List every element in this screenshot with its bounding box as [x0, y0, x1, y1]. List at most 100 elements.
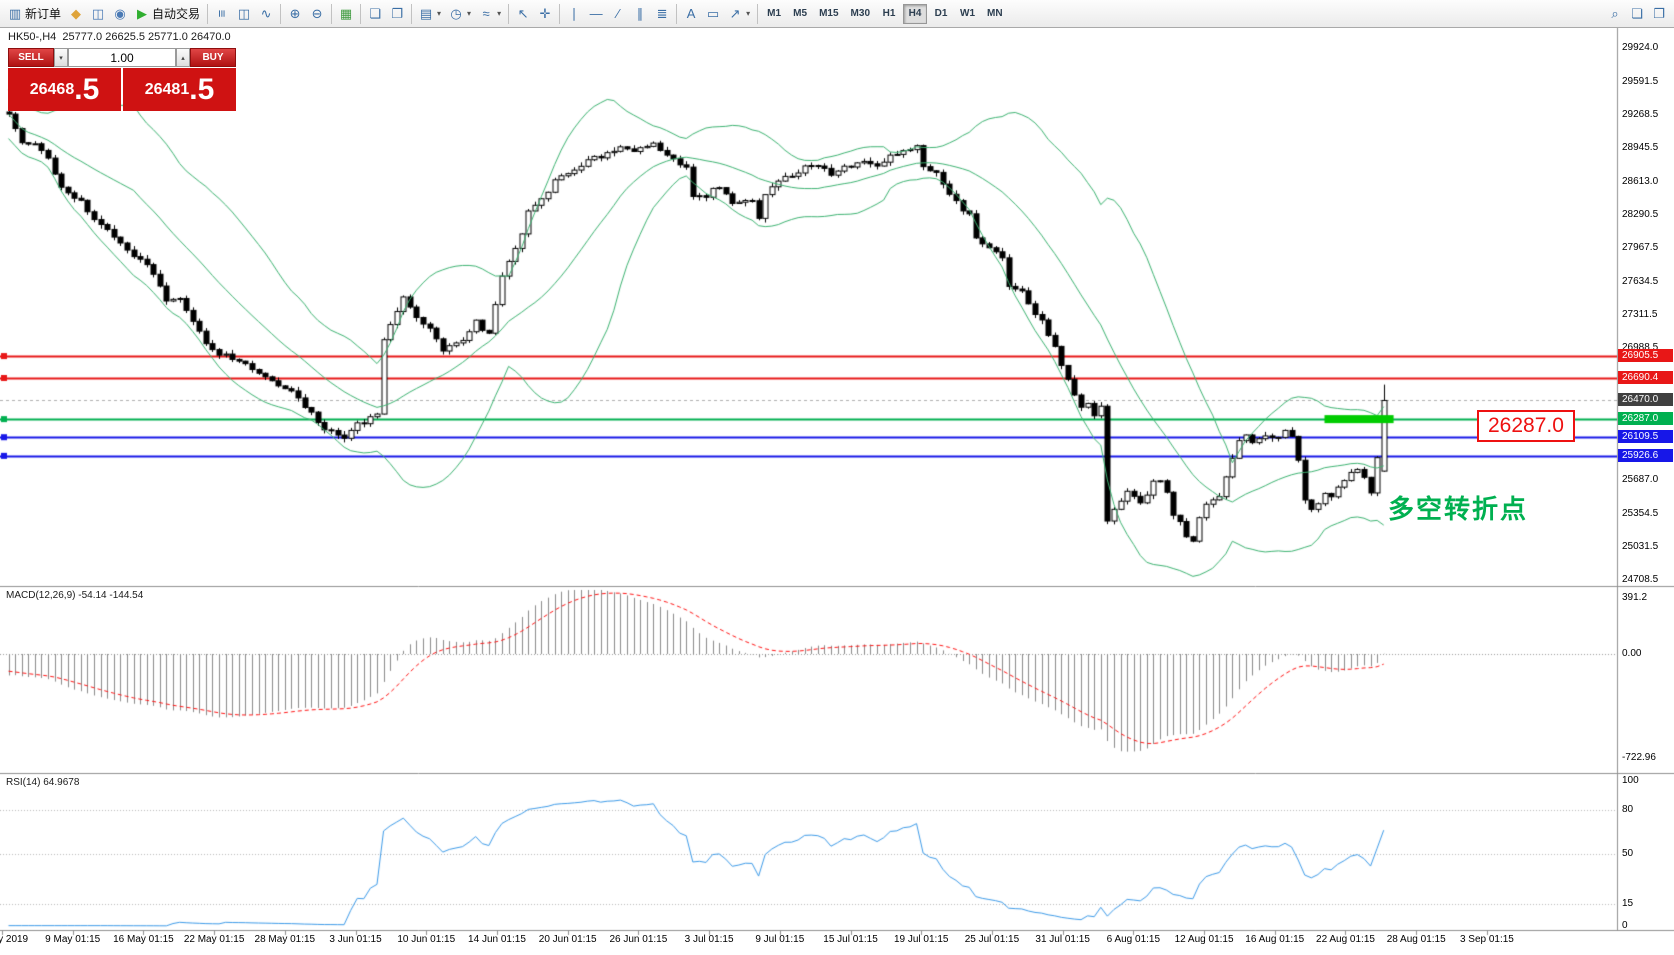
tile-windows-button[interactable]: ▦ — [335, 3, 357, 25]
time-axis[interactable]: 3 May 2019 9 May 01:15 16 May 01:15 22 May … — [0, 28, 1674, 955]
time-axis-label: 14 Jun 01:15 — [468, 934, 526, 945]
trendline-button[interactable]: ∕ — [607, 3, 629, 25]
toolbar-separator — [508, 3, 510, 24]
fibonacci-retracement-button[interactable]: ≣ — [651, 3, 673, 25]
new-chart-dropdown-arrow: ▾ — [437, 9, 442, 18]
bar-chart-button[interactable]: ≡ — [211, 3, 233, 25]
zoom-out-button[interactable]: ⊖ — [306, 3, 328, 25]
price-annotation-box[interactable]: 26287.0 — [1477, 410, 1575, 442]
horizontal-line-button[interactable]: ― — [585, 3, 607, 25]
line-chart-button[interactable]: ∿ — [255, 3, 277, 25]
toolbar-separator — [757, 3, 759, 24]
price-axis-tick: 26988.5 — [1622, 341, 1659, 353]
timeframe-mn-button[interactable]: MN — [982, 4, 1008, 24]
search-icon: ⌕ — [1611, 6, 1619, 21]
timeframe-d1-button[interactable]: D1 — [929, 4, 953, 24]
cascade-windows-button[interactable]: ❏ — [364, 3, 386, 25]
main-toolbar: ▥ 新订单 ◆ ◫ ◉ ▶ 自动交易 ≡ ◫ ∿ ⊕ ⊖ ▦ ❏ ❐ ▤ ▾ ◷ ▾ ≈ ▾ ↖ ✛ ∣ ― ∕ ∥ ≣ A ▭… — [0, 0, 1674, 28]
price-axis-tick: 29268.5 — [1622, 109, 1659, 121]
time-axis-label: 22 Aug 01:15 — [1316, 934, 1375, 945]
price-axis-tick: 28290.5 — [1622, 208, 1659, 220]
time-axis-label: 19 Jul 01:15 — [893, 934, 949, 945]
new-order-button[interactable]: ▥ 新订单 — [4, 3, 65, 25]
vertical-line-icon: ∣ — [570, 6, 578, 21]
equidistant-channel-button[interactable]: ∥ — [629, 3, 651, 25]
new-chart-button[interactable]: ▤ ▾ — [415, 3, 445, 25]
search-button[interactable]: ⌕ — [1604, 3, 1626, 25]
market-watch-button[interactable]: ◫ — [87, 3, 109, 25]
macd-axis-tick: 0.00 — [1622, 648, 1642, 659]
toolbar-separator — [411, 3, 413, 24]
price-axis-tick: 25354.5 — [1622, 508, 1659, 520]
resistance-line-1-price-label: 26905.5 — [1618, 349, 1673, 363]
text-label-button[interactable]: ▭ — [702, 3, 724, 25]
time-axis-label: 3 Sep 01:15 — [1459, 934, 1514, 945]
time-axis-label: 20 Jun 01:15 — [538, 934, 597, 945]
fibonacci-retracement-icon: ≣ — [656, 6, 668, 21]
rsi-axis-tick: 0 — [1622, 920, 1628, 931]
algo-trading-button[interactable]: ◆ — [65, 3, 87, 25]
time-axis-label: 22 May 01:15 — [183, 934, 245, 945]
arrows-icon: ↗ — [729, 6, 741, 21]
text-label-icon: ▭ — [706, 6, 720, 21]
windows-list-button[interactable]: ❐ — [1648, 3, 1670, 25]
timeframe-m30-button[interactable]: M30 — [846, 4, 875, 24]
toolbar-separator — [360, 3, 362, 24]
periods-dropdown-arrow: ▾ — [467, 9, 472, 18]
crosshair-button[interactable]: ✛ — [534, 3, 556, 25]
support-line-1-price-label: 26109.5 — [1618, 430, 1673, 444]
toolbar-separator — [559, 3, 561, 24]
time-axis-label: 16 May 01:15 — [113, 934, 174, 945]
time-axis-label: 28 May 01:15 — [254, 934, 316, 945]
time-axis-label: 31 Jul 01:15 — [1035, 934, 1090, 945]
volume-decrease-button[interactable]: ▾ — [54, 48, 68, 67]
zoom-in-button[interactable]: ⊕ — [284, 3, 306, 25]
pivot-line-price-label: 26287.0 — [1618, 412, 1673, 426]
support-line-2-price-label: 25926.6 — [1618, 448, 1673, 462]
sell-price-display[interactable]: 26468.5 — [8, 68, 121, 111]
turning-point-annotation[interactable]: 多空转折点 — [1388, 494, 1529, 524]
trendline-icon: ∕ — [616, 6, 620, 21]
timeframe-w1-button[interactable]: W1 — [955, 4, 980, 24]
chart-canvas[interactable] — [0, 28, 1674, 955]
time-axis-label: 10 Jun 01:15 — [397, 934, 456, 945]
sell-button[interactable]: SELL — [8, 48, 54, 67]
tile-horizontal-button[interactable]: ❐ — [386, 3, 408, 25]
algo-trading-icon: ◆ — [71, 6, 82, 21]
toolbar-right-icons: ⌕ ❏ ❐ — [1604, 3, 1670, 25]
vertical-line-button[interactable]: ∣ — [563, 3, 585, 25]
cursor-button[interactable]: ↖ — [512, 3, 534, 25]
market-watch-icon: ◫ — [91, 6, 105, 21]
rsi-axis-tick: 15 — [1622, 898, 1634, 910]
autotrading-button[interactable]: ▶ 自动交易 — [131, 3, 204, 25]
indicators-button[interactable]: ≈ ▾ — [475, 3, 505, 25]
new-window-button[interactable]: ❏ — [1626, 3, 1648, 25]
candlestick-chart-button[interactable]: ◫ — [233, 3, 255, 25]
rsi-axis-tick: 50 — [1622, 847, 1634, 859]
price-axis-tick: 28945.5 — [1622, 142, 1659, 154]
timeframe-buttons: M1 M5 M15 M30 H1 H4 D1 W1 MN — [761, 3, 1008, 24]
buy-button[interactable]: BUY — [190, 48, 236, 67]
candlestick-chart-icon: ◫ — [237, 6, 251, 21]
timeframe-h1-button[interactable]: H1 — [877, 4, 901, 24]
timeframe-h4-button[interactable]: H4 — [903, 3, 927, 24]
one-click-trading-panel: SELL ▾ ▴ BUY 26468.5 26481.5 — [8, 48, 236, 111]
rsi-label: RSI(14) 64.9678 — [6, 777, 80, 788]
community-button[interactable]: ◉ — [109, 3, 131, 25]
cursor-icon: ↖ — [517, 6, 529, 21]
price-scale[interactable]: 29924.0 29591.5 29268.5 28945.5 28613.0 28290… — [1618, 28, 1674, 955]
timeframe-m1-button[interactable]: M1 — [762, 4, 786, 24]
arrows-dropdown-arrow: ▾ — [746, 9, 751, 18]
arrows-button[interactable]: ↗ ▾ — [724, 3, 754, 25]
bar-chart-icon: ≡ — [214, 9, 230, 18]
sell-price-fraction: .5 — [74, 72, 100, 106]
buy-price-display[interactable]: 26481.5 — [123, 68, 236, 111]
periods-button[interactable]: ◷ ▾ — [445, 3, 475, 25]
toolbar-separator — [207, 3, 209, 24]
volume-input[interactable] — [68, 48, 176, 67]
new-order-label: 新订单 — [25, 7, 62, 21]
text-button[interactable]: A — [680, 3, 702, 25]
timeframe-m15-button[interactable]: M15 — [814, 4, 843, 24]
volume-increase-button[interactable]: ▴ — [176, 48, 190, 67]
timeframe-m5-button[interactable]: M5 — [788, 4, 812, 24]
